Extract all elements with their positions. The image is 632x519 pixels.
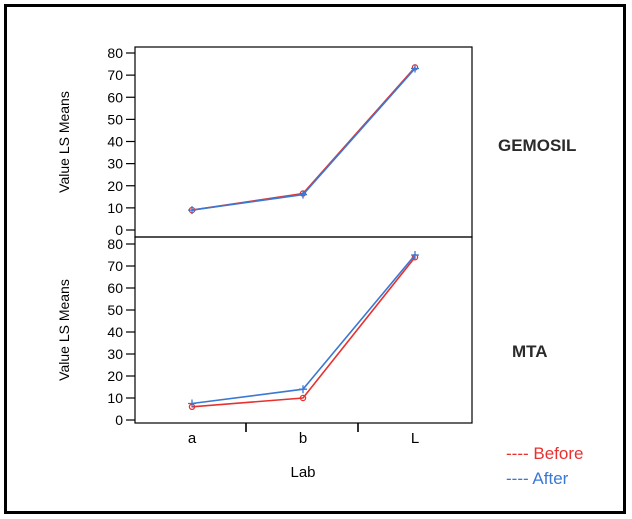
legend-before: ---- Before bbox=[506, 444, 584, 463]
y-tick-label-0-6: 60 bbox=[107, 89, 123, 105]
panel-label-mta: MTA bbox=[512, 342, 548, 361]
y-tick-label-1-1: 10 bbox=[107, 390, 123, 406]
point-after-0-2 bbox=[411, 64, 419, 73]
y-tick-label-0-0: 0 bbox=[115, 222, 123, 238]
panel-label-gemosil: GEMOSIL bbox=[498, 136, 577, 155]
y-tick-label-0-4: 40 bbox=[107, 134, 123, 150]
series-line-before-1 bbox=[191, 256, 416, 408]
y-tick-label-0-1: 10 bbox=[107, 200, 123, 216]
y-axis-label-0: Value LS Means bbox=[56, 91, 72, 193]
y-tick-label-1-2: 20 bbox=[107, 368, 123, 384]
x-tick-label-1: b bbox=[299, 430, 307, 447]
point-after-1-2 bbox=[411, 251, 419, 259]
y-tick-label-0-5: 50 bbox=[107, 111, 123, 127]
panel-frame-1 bbox=[134, 236, 473, 424]
figure-frame bbox=[4, 4, 626, 514]
y-tick-label-1-0: 0 bbox=[115, 412, 123, 428]
y-tick-label-1-7: 70 bbox=[107, 258, 123, 274]
y-tick-label-1-6: 60 bbox=[107, 280, 123, 296]
point-after-0-1 bbox=[299, 190, 307, 199]
y-tick-label-0-2: 20 bbox=[107, 178, 123, 194]
y-tick-label-0-7: 70 bbox=[107, 67, 123, 83]
point-after-1-1 bbox=[299, 385, 307, 394]
panel-frame-0 bbox=[134, 46, 473, 238]
y-axis-label-1: Value LS Means bbox=[56, 279, 72, 381]
y-tick-label-1-3: 30 bbox=[107, 346, 123, 362]
point-after-0-0 bbox=[188, 206, 196, 215]
y-tick-label-1-5: 50 bbox=[107, 302, 123, 318]
x-tick-label-0: a bbox=[188, 430, 197, 447]
y-tick-label-0-8: 80 bbox=[107, 45, 123, 61]
x-axis-label: Lab bbox=[290, 464, 315, 481]
y-tick-label-1-8: 80 bbox=[107, 236, 123, 252]
series-line-after-0 bbox=[191, 67, 416, 211]
y-tick-label-0-3: 30 bbox=[107, 156, 123, 172]
x-tick-label-2: L bbox=[411, 430, 419, 447]
legend-after: ---- After bbox=[506, 469, 569, 488]
series-line-before-0 bbox=[191, 66, 416, 211]
series-line-after-1 bbox=[191, 254, 416, 405]
point-before-1-1 bbox=[299, 394, 307, 402]
point-after-1-0 bbox=[188, 399, 196, 408]
y-tick-label-1-4: 40 bbox=[107, 324, 123, 340]
